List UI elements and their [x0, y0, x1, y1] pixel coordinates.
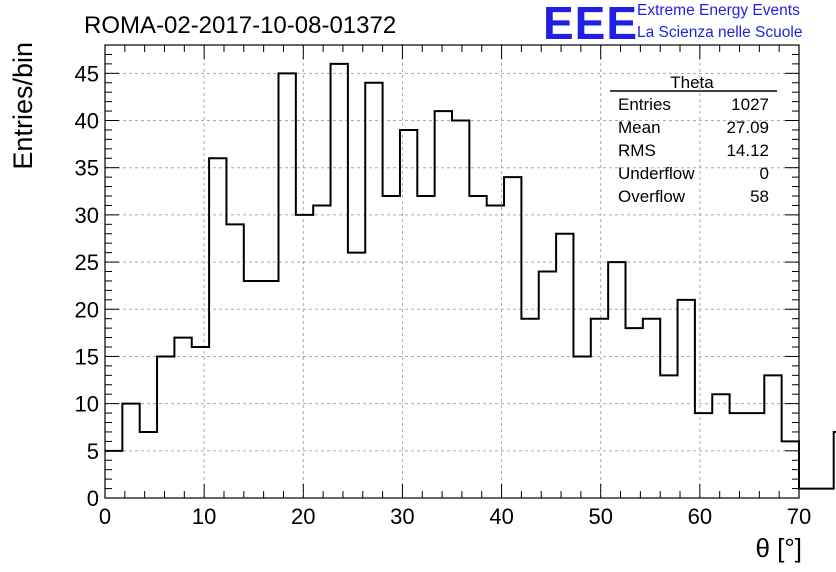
x-tick-label: 20: [291, 504, 315, 529]
histogram-bin: [556, 234, 573, 498]
stats-value: 0: [760, 164, 769, 183]
histogram-bin: [816, 489, 833, 498]
histogram-bin: [660, 375, 677, 498]
logo-line-2: La Scienza nelle Scuole: [637, 24, 803, 41]
histogram-bin: [643, 319, 660, 498]
histogram-outline: [105, 62, 836, 490]
histogram-bin: [712, 394, 729, 498]
x-tick-label: 0: [99, 504, 111, 529]
y-tick-label: 5: [87, 439, 99, 464]
histogram-bin: [209, 158, 226, 498]
histogram-bin: [626, 328, 643, 498]
histogram-bin: [192, 347, 209, 498]
histogram-bin: [764, 375, 781, 498]
histogram-bin: [365, 83, 382, 498]
y-tick-label: 10: [75, 392, 99, 417]
histogram-bin: [521, 319, 538, 498]
x-tick-label: 10: [192, 504, 216, 529]
histogram-bin: [331, 64, 348, 498]
stats-value: 14.12: [726, 141, 769, 160]
histogram-bin: [504, 177, 521, 498]
stats-label: Underflow: [618, 164, 695, 183]
histogram-bin: [348, 253, 365, 498]
stats-box: Theta Entries 1027 Mean 27.09 RMS 14.12 Underf…: [610, 73, 777, 206]
grid-lines: [105, 45, 799, 498]
stats-value: 1027: [731, 95, 769, 114]
histogram-bin: [261, 281, 278, 498]
y-tick-label: 25: [75, 250, 99, 275]
histogram-bin: [539, 272, 556, 499]
histogram-bin: [174, 338, 191, 498]
histogram-bin: [140, 432, 157, 498]
histogram-bin: [747, 413, 764, 498]
stats-label: Overflow: [618, 187, 686, 206]
stats-label: Mean: [618, 118, 661, 137]
stats-value: 58: [750, 187, 769, 206]
stats-title: Theta: [670, 73, 714, 92]
histogram-bin: [157, 356, 174, 498]
y-tick-label: 40: [75, 109, 99, 134]
logo-line-1: Extreme Energy Events: [637, 2, 800, 19]
x-axis-label: θ [°]: [755, 533, 802, 563]
stats-label: RMS: [618, 141, 656, 160]
histogram-bin: [730, 413, 747, 498]
histogram-bin: [573, 356, 590, 498]
y-tick-label: 15: [75, 344, 99, 369]
histogram-bin: [105, 451, 122, 498]
x-tick-label: 60: [688, 504, 712, 529]
histogram-bin: [313, 205, 330, 498]
x-tick-label: 30: [390, 504, 414, 529]
histogram-bin: [695, 413, 712, 498]
chart-title: ROMA-02-2017-10-08-01372: [84, 12, 396, 39]
histogram-series: [105, 62, 836, 499]
histogram-bin: [435, 111, 452, 498]
histogram-bin: [469, 196, 486, 498]
stats-value: 27.09: [726, 118, 769, 137]
histogram-bin: [591, 319, 608, 498]
y-tick-label: 30: [75, 203, 99, 228]
histogram-bin: [383, 196, 400, 498]
x-tick-label: 50: [588, 504, 612, 529]
axis-ticks: 0 10 20 30 40 50 60 70 0 5 10 15 20 25 30 35 40 45: [75, 44, 811, 529]
histogram-bin: [799, 489, 816, 498]
histogram-bin: [244, 281, 261, 498]
y-axis-label: Entries/bin: [8, 42, 38, 170]
histogram-bin: [279, 73, 296, 498]
y-tick-label: 0: [87, 486, 99, 511]
stats-label: Entries: [618, 95, 671, 114]
x-tick-label: 40: [489, 504, 513, 529]
histogram-bin: [608, 262, 625, 498]
histogram-bin: [417, 196, 434, 498]
histogram-bin: [678, 300, 695, 498]
y-tick-label: 20: [75, 297, 99, 322]
histogram-bin: [226, 224, 243, 498]
y-tick-label: 35: [75, 156, 99, 181]
eee-logo-mark: EEE: [543, 0, 639, 49]
x-tick-label: 70: [787, 504, 811, 529]
y-tick-label: 45: [75, 61, 99, 86]
